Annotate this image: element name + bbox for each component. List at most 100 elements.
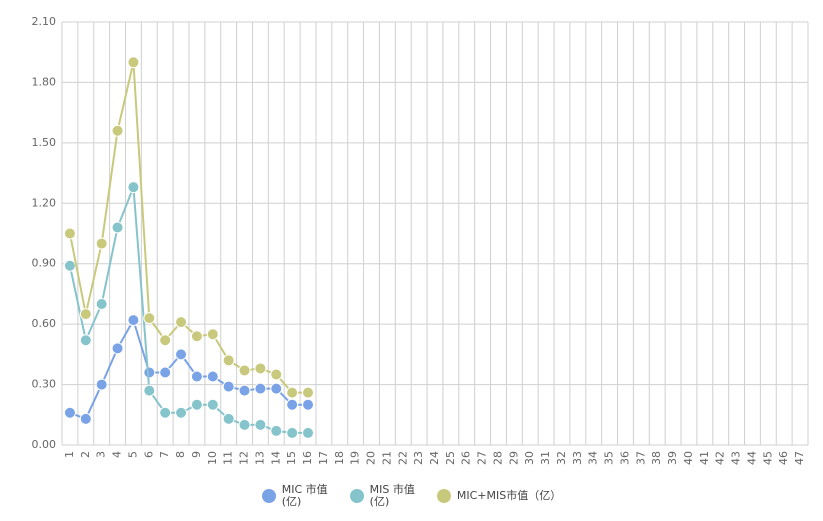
point [175,348,188,361]
point [127,314,140,327]
point [159,334,172,347]
x-tick-label: 28 [491,451,504,465]
x-tick-label: 27 [476,451,489,465]
x-tick-label: 43 [730,451,743,465]
x-tick-label: 8 [174,451,187,458]
point [254,418,267,431]
legend-swatch [261,489,276,503]
x-tick-label: 6 [142,451,155,458]
point [63,259,76,272]
point [286,426,299,439]
point [95,378,108,391]
point [222,380,235,393]
x-tick-label: 36 [618,451,631,465]
point [302,398,315,411]
point [175,406,188,419]
x-tick-label: 38 [650,451,663,465]
point [111,124,124,137]
legend: MIC 市值 (亿) MIS 市值 (亿) MIC+MIS市值（亿） [0,484,823,508]
legend-item[interactable]: MIC+MIS市值（亿） [436,484,561,508]
series-line [68,62,309,394]
x-tick-label: 37 [634,451,647,465]
x-tick-label: 34 [587,451,600,465]
point [302,386,315,399]
point [143,384,156,397]
point [159,366,172,379]
point [190,330,203,343]
y-tick-label: 0.60 [32,317,57,330]
point [206,398,219,411]
point [143,312,156,325]
point [286,398,299,411]
x-tick-label: 15 [285,451,298,465]
x-tick-label: 33 [571,451,584,465]
x-tick-label: 20 [365,451,378,465]
x-tick-label: 12 [238,451,251,465]
point [286,386,299,399]
legend-item[interactable]: MIC 市值 (亿) [261,483,328,508]
point [79,412,92,425]
x-tick-label: 5 [126,451,139,458]
legend-swatch [436,489,451,503]
x-tick-label: 14 [269,451,282,465]
point [254,382,267,395]
y-tick-label: 0.00 [32,438,57,451]
x-tick-label: 22 [396,451,409,465]
y-tick-label: 0.30 [32,378,57,391]
point [238,364,251,377]
y-tick-label: 1.20 [32,196,57,209]
x-tick-label: 25 [444,451,457,465]
point [190,370,203,383]
point [254,362,267,375]
point [190,398,203,411]
x-tick-label: 40 [682,451,695,465]
x-tick-label: 30 [523,451,536,465]
x-tick-label: 35 [603,451,616,465]
legend-label: MIS 市值 (亿) [369,483,415,508]
legend-item[interactable]: MIS 市值 (亿) [349,483,415,508]
x-tick-label: 21 [380,451,393,465]
point [270,382,283,395]
x-tick-label: 7 [158,451,171,458]
y-tick-label: 1.80 [32,75,57,88]
x-tick-label: 17 [317,451,330,465]
point [111,221,124,234]
x-tick-label: 23 [412,451,425,465]
x-tick-label: 29 [507,451,520,465]
point [111,342,124,355]
x-tick-label: 39 [666,451,679,465]
point [143,366,156,379]
x-tick-label: 10 [206,451,219,465]
point [222,412,235,425]
point [175,316,188,329]
x-tick-label: 9 [190,451,203,458]
point [127,181,140,194]
series-line [69,317,309,421]
x-tick-label: 31 [539,451,552,465]
x-tick-label: 19 [349,451,362,465]
point [79,334,92,347]
x-tick-label: 46 [777,451,790,465]
point [79,308,92,321]
point [63,227,76,240]
x-tick-label: 3 [95,451,108,458]
legend-label: MIC 市值 (亿) [281,483,328,508]
point [238,384,251,397]
point [206,328,219,341]
point [127,56,140,69]
legend-swatch [349,489,364,503]
x-tick-label: 47 [793,451,806,465]
x-tick-label: 11 [222,451,235,465]
x-tick-label: 18 [333,451,346,465]
point [63,406,76,419]
x-tick-label: 13 [253,451,266,465]
x-tick-label: 4 [111,451,124,458]
point [95,237,108,250]
x-tick-label: 1 [63,451,76,458]
point [222,354,235,367]
point [270,368,283,381]
point [95,298,108,310]
point [206,370,219,383]
x-tick-label: 45 [761,451,774,465]
